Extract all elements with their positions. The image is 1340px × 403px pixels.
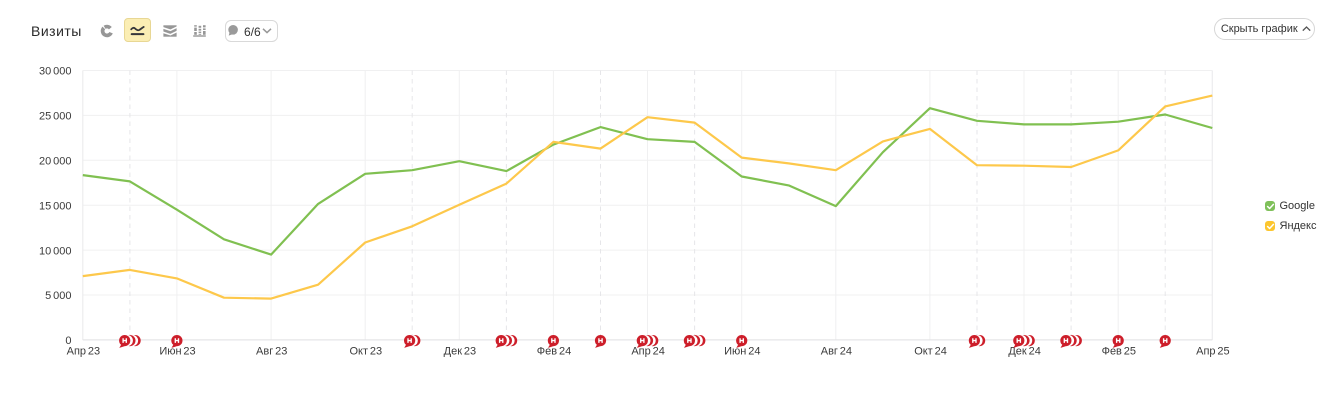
svg-text:Апр 24: Апр 24: [631, 346, 665, 358]
svg-text:Июн 23: Июн 23: [159, 346, 195, 358]
svg-text:5 000: 5 000: [45, 290, 71, 302]
svg-text:Фев 25: Фев 25: [1102, 346, 1136, 358]
svg-text:15 000: 15 000: [39, 200, 71, 212]
svg-text:Фев 24: Фев 24: [537, 346, 571, 358]
svg-text:Окт 23: Окт 23: [349, 346, 382, 358]
svg-text:25 000: 25 000: [39, 111, 71, 123]
svg-text:Дек 24: Дек 24: [1008, 346, 1040, 358]
svg-text:Апр 25: Апр 25: [1196, 346, 1230, 358]
svg-text:0: 0: [65, 335, 71, 347]
svg-text:20 000: 20 000: [39, 156, 71, 168]
svg-text:Апр 23: Апр 23: [67, 346, 101, 358]
svg-text:Окт 24: Окт 24: [914, 346, 947, 358]
svg-text:Июн 24: Июн 24: [724, 346, 760, 358]
svg-text:Авг 23: Авг 23: [256, 346, 287, 358]
svg-text:Авг 24: Авг 24: [821, 346, 852, 358]
svg-text:30 000: 30 000: [39, 66, 71, 78]
svg-text:Дек 23: Дек 23: [444, 346, 476, 358]
svg-text:10 000: 10 000: [39, 245, 71, 257]
